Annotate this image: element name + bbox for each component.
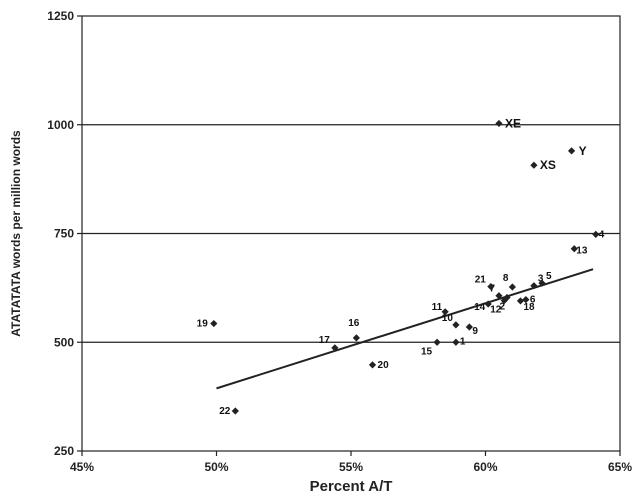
data-marker <box>538 279 546 287</box>
data-label: 13 <box>576 246 588 257</box>
x-tick-label: 65% <box>608 460 632 474</box>
data-point: 15 <box>421 338 441 357</box>
data-point: 10 <box>442 313 460 329</box>
data-marker <box>452 338 460 346</box>
x-tick-label: 50% <box>204 460 228 474</box>
data-label: 10 <box>442 313 454 324</box>
y-tick-label: 1000 <box>47 118 74 132</box>
data-label: Y <box>579 144 587 158</box>
y-tick-label: 750 <box>54 227 74 241</box>
data-point: 1 <box>452 336 466 347</box>
data-point: 22 <box>219 406 239 417</box>
data-point: XS <box>530 158 556 172</box>
y-axis-ticks: 250 500 750 1000 1250 <box>47 9 82 458</box>
data-marker <box>452 321 460 329</box>
data-label: 2 <box>499 301 505 312</box>
y-axis-title: ATATATATA words per million words <box>9 130 23 337</box>
data-point: 6 <box>522 295 536 306</box>
data-point: 13 <box>570 245 588 257</box>
data-label: 11 <box>432 302 443 313</box>
data-marker <box>441 308 449 316</box>
data-point: 9 <box>465 323 478 337</box>
data-point: 20 <box>368 360 390 371</box>
data-label: 8 <box>503 273 509 284</box>
data-point: 5 <box>538 271 552 287</box>
data-label: 21 <box>475 275 487 286</box>
data-marker <box>500 296 508 305</box>
data-label: 18 <box>523 302 535 313</box>
data-point: 14 <box>474 300 492 313</box>
data-marker <box>331 344 339 352</box>
data-point: 17 <box>319 335 339 352</box>
data-label: 14 <box>474 302 486 313</box>
data-label: 3 <box>538 274 544 285</box>
data-label: 20 <box>378 360 390 371</box>
data-marker <box>352 334 360 342</box>
data-label: 5 <box>546 271 552 282</box>
data-label: XS <box>540 158 556 172</box>
data-label: 17 <box>319 335 331 346</box>
x-tick-label: 45% <box>70 460 94 474</box>
data-marker <box>570 245 578 253</box>
data-label: 1 <box>460 336 466 347</box>
data-point: 4 <box>592 229 605 240</box>
data-point: Y <box>567 144 587 158</box>
data-point: 3 <box>530 274 544 290</box>
data-marker <box>508 283 516 291</box>
data-point: 11 <box>432 302 449 316</box>
data-label: 16 <box>348 318 360 329</box>
data-marker <box>522 296 530 304</box>
data-label: 15 <box>421 346 433 357</box>
data-label: 9 <box>472 326 478 337</box>
data-marker <box>530 161 538 169</box>
data-marker <box>368 361 377 369</box>
data-label: XE <box>505 116 521 130</box>
data-label: 19 <box>197 319 209 330</box>
data-point: XE <box>495 116 521 130</box>
data-point: 21 <box>475 275 495 291</box>
x-tick-label: 60% <box>473 460 497 474</box>
data-marker <box>484 300 492 308</box>
data-marker <box>516 297 525 305</box>
data-marker <box>495 292 503 300</box>
data-label: 7 <box>489 284 495 295</box>
x-axis-ticks: 45% 50% 55% 60% 65% <box>70 451 632 474</box>
data-point: 8 <box>503 273 516 291</box>
y-tick-label: 500 <box>54 335 74 349</box>
data-marker <box>487 282 495 291</box>
data-label: 22 <box>219 406 231 417</box>
x-axis-title: Percent A/T <box>310 478 393 495</box>
data-label: 4 <box>599 229 605 240</box>
gridlines <box>82 124 620 343</box>
y-tick-label: 1250 <box>47 9 74 23</box>
data-marker <box>465 323 473 331</box>
data-marker <box>567 147 576 155</box>
data-label: 12 <box>490 304 502 315</box>
x-tick-label: 55% <box>339 460 363 474</box>
data-marker <box>433 338 441 346</box>
data-label: 6 <box>530 295 536 306</box>
data-marker <box>231 407 239 415</box>
y-tick-label: 250 <box>54 444 74 458</box>
data-marker <box>530 282 538 290</box>
data-point: 12 <box>490 296 508 315</box>
data-marker <box>592 230 600 238</box>
data-marker <box>210 319 218 328</box>
data-point: 7 <box>489 284 503 300</box>
data-point: 19 <box>197 319 218 330</box>
trendline <box>216 268 594 390</box>
data-point: 16 <box>348 318 360 342</box>
data-marker <box>495 119 503 128</box>
data-point: 18 <box>516 297 535 313</box>
